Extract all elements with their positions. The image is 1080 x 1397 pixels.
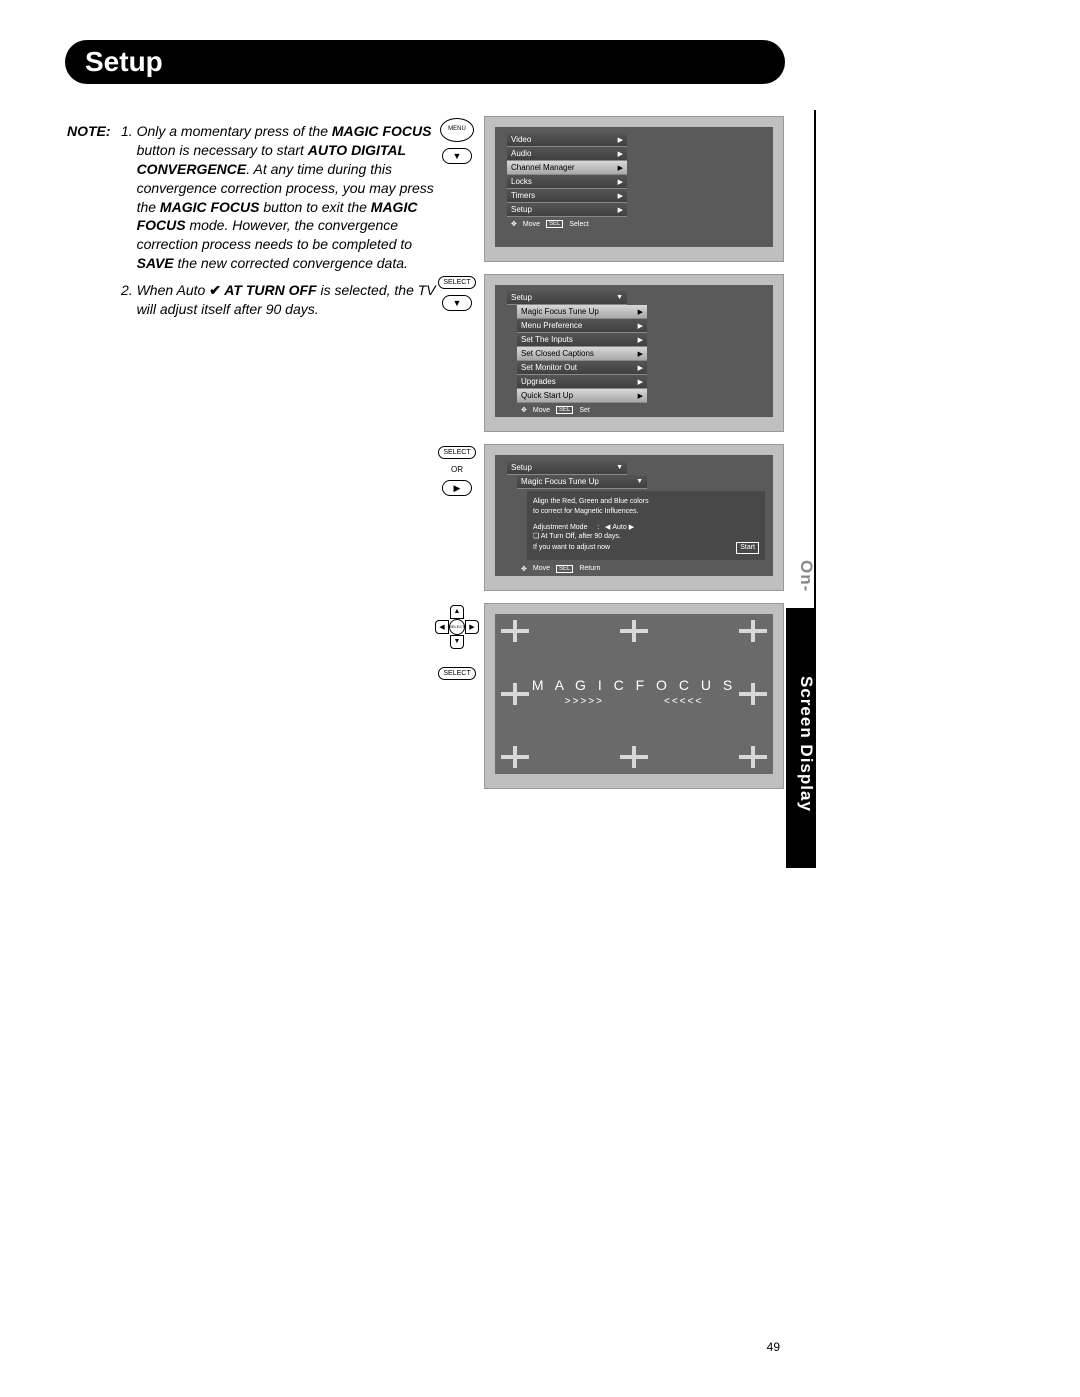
down-arrow-button[interactable]: ▼: [442, 148, 472, 164]
menu-item-setup[interactable]: Setup▶: [507, 203, 627, 217]
menu-item-locks[interactable]: Locks▶: [507, 175, 627, 189]
sub-closed-captions[interactable]: Set Closed Captions▶: [517, 347, 647, 361]
menu-button[interactable]: MENU: [440, 118, 474, 142]
dpad-up[interactable]: ▲: [450, 605, 464, 619]
magic-focus-title: M A G I C F O C U S: [495, 677, 773, 693]
or-label: OR: [451, 465, 463, 474]
menu-hint-3: ✥Move SELReturn: [517, 562, 647, 576]
cross-icon: [739, 746, 767, 768]
cross-icon: [620, 620, 648, 642]
main-menu-list: Video▶ Audio▶ Channel Manager▶ Locks▶ Ti…: [507, 133, 627, 231]
note-block: NOTE: Only a momentary press of the MAGI…: [65, 120, 445, 329]
section-header: Setup: [65, 40, 785, 84]
menu-hint-2: ✥Move SELSet: [517, 403, 647, 417]
right-arrow-button[interactable]: ▶: [442, 480, 472, 496]
down-arrow-button-2[interactable]: ▼: [442, 295, 472, 311]
note-item-1: Only a momentary press of the MAGIC FOCU…: [137, 122, 443, 273]
side-tab: Screen Display: [786, 608, 816, 868]
screen-row-3: SELECT OR ▶ Setup▼ Magic Focus Tune Up▼ …: [430, 444, 790, 591]
note-item-2: When Auto ✔ AT TURN OFF is selected, the…: [137, 281, 443, 319]
magic-focus-detail: Align the Red, Green and Blue colors to …: [527, 491, 765, 560]
menu-item-video[interactable]: Video▶: [507, 133, 627, 147]
menu-item-timers[interactable]: Timers▶: [507, 189, 627, 203]
magic-focus-arrows: >>>>><<<<<: [495, 696, 773, 707]
select-button-2[interactable]: SELECT: [438, 446, 475, 459]
tv-screen-1: Video▶ Audio▶ Channel Manager▶ Locks▶ Ti…: [484, 116, 784, 262]
sub-quick-start[interactable]: Quick Start Up▶: [517, 389, 647, 403]
sub-set-inputs[interactable]: Set The Inputs▶: [517, 333, 647, 347]
menu-item-channel[interactable]: Channel Manager▶: [507, 161, 627, 175]
setup-header-2: Setup▼: [507, 461, 627, 475]
dpad-right[interactable]: ▶: [465, 620, 479, 634]
sub-menu-pref[interactable]: Menu Preference▶: [517, 319, 647, 333]
cross-icon: [501, 620, 529, 642]
setup-header: Setup▼: [507, 291, 627, 305]
tv-screen-2: Setup▼ Magic Focus Tune Up▶ Menu Prefere…: [484, 274, 784, 432]
magic-focus-screen: M A G I C F O C U S >>>>><<<<<: [495, 614, 773, 774]
screen-row-1: MENU ▼ Video▶ Audio▶ Channel Manager▶ Lo…: [430, 116, 790, 262]
side-tab-gray: On-: [786, 560, 816, 592]
select-button[interactable]: SELECT: [438, 276, 475, 289]
side-tab-line: [814, 110, 816, 608]
cross-icon: [501, 746, 529, 768]
screen-row-2: SELECT ▼ Setup▼ Magic Focus Tune Up▶ Men…: [430, 274, 790, 432]
sub-upgrades[interactable]: Upgrades▶: [517, 375, 647, 389]
tv-screen-4: M A G I C F O C U S >>>>><<<<<: [484, 603, 784, 789]
menu-hint-1: ✥Move SELSelect: [507, 217, 627, 231]
cross-icon: [739, 620, 767, 642]
page-number: 49: [767, 1340, 780, 1354]
sub-magic-focus[interactable]: Magic Focus Tune Up▶: [517, 305, 647, 319]
cross-icon: [620, 746, 648, 768]
select-button-3[interactable]: SELECT: [438, 667, 475, 680]
dpad-center[interactable]: SELECT: [449, 619, 465, 635]
start-button[interactable]: Start: [736, 542, 759, 554]
setup-submenu: Magic Focus Tune Up▶ Menu Preference▶ Se…: [517, 305, 647, 417]
dpad[interactable]: ▲ ◀ ▶ ▼ SELECT: [435, 605, 479, 649]
note-label: NOTE:: [67, 123, 111, 139]
menu-item-audio[interactable]: Audio▶: [507, 147, 627, 161]
screen-row-4: ▲ ◀ ▶ ▼ SELECT SELECT M A G I C F O C U …: [430, 603, 790, 789]
dpad-left[interactable]: ◀: [435, 620, 449, 634]
sub-monitor-out[interactable]: Set Monitor Out▶: [517, 361, 647, 375]
magic-focus-header: Magic Focus Tune Up▼: [517, 475, 647, 489]
tv-screen-3: Setup▼ Magic Focus Tune Up▼ Align the Re…: [484, 444, 784, 591]
dpad-down[interactable]: ▼: [450, 635, 464, 649]
